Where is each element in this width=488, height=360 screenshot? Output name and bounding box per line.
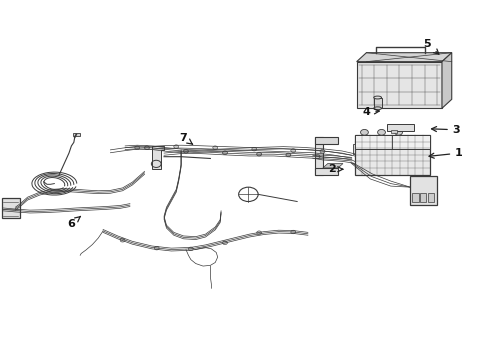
Circle shape: [222, 151, 227, 154]
Circle shape: [290, 149, 295, 152]
Bar: [419, 193, 426, 202]
Bar: [314, 168, 337, 175]
Text: 6: 6: [67, 216, 81, 229]
Ellipse shape: [373, 96, 381, 99]
Circle shape: [315, 155, 320, 158]
Bar: [411, 193, 418, 202]
Circle shape: [144, 146, 149, 149]
Bar: [427, 193, 433, 202]
Circle shape: [212, 146, 217, 149]
Bar: [354, 135, 429, 175]
Bar: [373, 98, 381, 108]
Text: 4: 4: [362, 107, 379, 117]
Bar: [352, 144, 354, 154]
Circle shape: [285, 153, 290, 157]
Circle shape: [222, 241, 227, 244]
Circle shape: [360, 130, 367, 135]
Text: 3: 3: [430, 125, 460, 135]
Circle shape: [188, 247, 193, 251]
Polygon shape: [356, 53, 451, 62]
Text: 5: 5: [423, 39, 438, 54]
Circle shape: [173, 145, 178, 148]
Circle shape: [290, 230, 295, 234]
Bar: [409, 176, 436, 205]
Text: 1: 1: [428, 148, 462, 158]
Circle shape: [256, 231, 261, 234]
Bar: [386, 124, 413, 131]
Circle shape: [135, 146, 140, 149]
Ellipse shape: [373, 107, 381, 110]
Circle shape: [394, 130, 402, 135]
Circle shape: [256, 152, 261, 156]
Bar: [314, 137, 322, 175]
Bar: [354, 135, 429, 149]
Bar: [390, 130, 396, 133]
Circle shape: [120, 238, 125, 242]
Polygon shape: [441, 53, 451, 108]
Polygon shape: [322, 163, 342, 168]
Circle shape: [183, 149, 188, 153]
Circle shape: [251, 147, 256, 151]
Bar: [314, 137, 337, 144]
Text: 2: 2: [328, 164, 342, 174]
Polygon shape: [356, 62, 441, 108]
Polygon shape: [152, 146, 163, 169]
Bar: [1, 198, 20, 218]
Circle shape: [377, 130, 385, 135]
Circle shape: [320, 149, 325, 153]
Circle shape: [154, 246, 159, 250]
Text: 7: 7: [179, 133, 192, 144]
Bar: [73, 133, 80, 136]
